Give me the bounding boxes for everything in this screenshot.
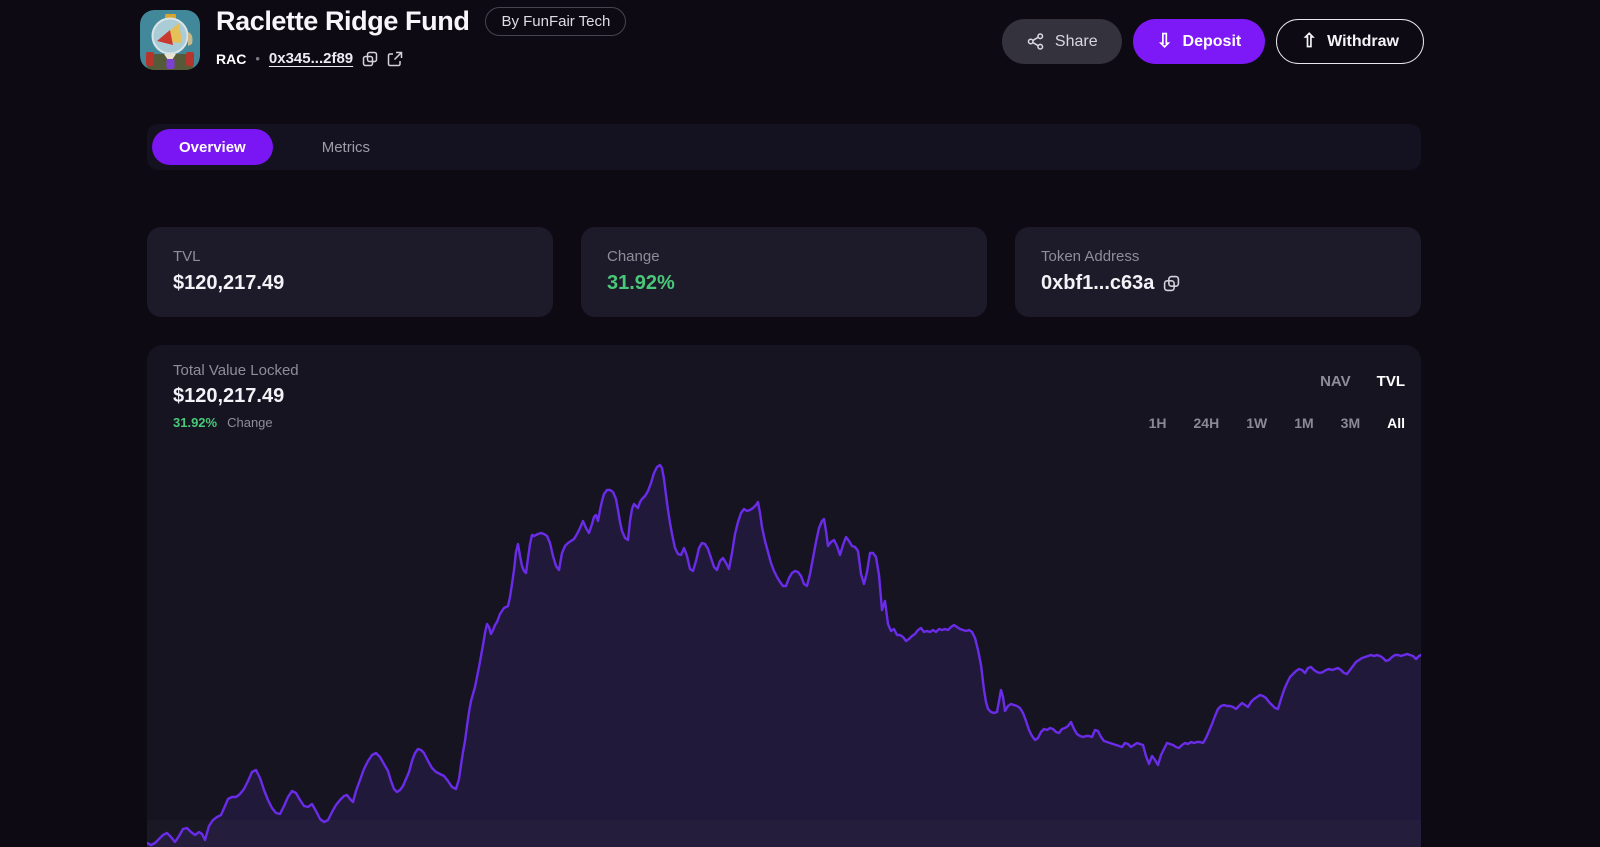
tab-metrics[interactable]: Metrics — [321, 138, 371, 156]
withdraw-button[interactable]: ⇧ Withdraw — [1276, 19, 1424, 64]
range-24h[interactable]: 24H — [1193, 415, 1220, 431]
chart-change-row: 31.92% Change — [173, 415, 299, 430]
range-1m[interactable]: 1M — [1294, 415, 1314, 431]
time-range-selector: 1H 24H 1W 1M 3M All — [1149, 415, 1405, 431]
tvl-card: TVL $120,217.49 — [147, 227, 553, 317]
chart-change-label: Change — [227, 415, 273, 430]
deposit-button[interactable]: ⇩ Deposit — [1132, 19, 1266, 64]
chart-line — [147, 463, 1421, 847]
header-actions: Share ⇩ Deposit ⇧ Withdraw — [1001, 19, 1424, 64]
change-card: Change 31.92% — [581, 227, 987, 317]
range-1w[interactable]: 1W — [1246, 415, 1268, 431]
metric-toggle: NAV TVL — [1320, 373, 1405, 390]
toggle-tvl[interactable]: TVL — [1376, 373, 1405, 390]
copy-token-address-icon[interactable] — [1163, 275, 1180, 292]
tvl-chart-card: Total Value Locked $120,217.49 31.92% Ch… — [147, 345, 1421, 847]
range-all[interactable]: All — [1387, 415, 1405, 431]
chart-change-percent: 31.92% — [173, 415, 218, 430]
range-1h[interactable]: 1H — [1148, 415, 1167, 431]
fund-avatar — [140, 10, 200, 70]
dot-separator: • — [255, 51, 260, 66]
tvl-card-label: TVL — [173, 248, 201, 265]
change-card-label: Change — [607, 248, 660, 265]
fund-subheader: RAC • 0x345...2f89 — [216, 50, 403, 67]
chart-title: Total Value Locked — [173, 362, 299, 379]
manager-badge: By FunFair Tech — [485, 7, 627, 36]
tvl-area-chart[interactable] — [147, 440, 1421, 847]
token-address-card-value: 0xbf1...c63a — [1041, 272, 1395, 295]
tab-overview[interactable]: Overview — [152, 129, 273, 165]
share-button[interactable]: Share — [1001, 19, 1122, 64]
chart-area-fill — [147, 465, 1421, 847]
withdraw-button-label: Withdraw — [1327, 32, 1399, 50]
share-button-label: Share — [1054, 32, 1098, 50]
stats-row: TVL $120,217.49 Change 31.92% Token Addr… — [147, 227, 1421, 317]
change-card-value: 31.92% — [607, 272, 675, 294]
share-icon — [1027, 33, 1044, 50]
range-3m[interactable]: 3M — [1340, 415, 1361, 431]
chart-current-value: $120,217.49 — [173, 385, 285, 407]
copy-address-icon[interactable] — [362, 51, 378, 67]
withdraw-arrow-icon: ⇧ — [1301, 31, 1318, 52]
token-address-card: Token Address 0xbf1...c63a — [1015, 227, 1421, 317]
page-title: Raclette Ridge Fund — [216, 6, 470, 36]
deposit-button-label: Deposit — [1182, 32, 1242, 50]
fund-avatar-image — [140, 10, 200, 70]
deposit-arrow-icon: ⇩ — [1156, 31, 1173, 52]
toggle-nav[interactable]: NAV — [1320, 373, 1351, 390]
token-symbol: RAC — [216, 50, 247, 67]
section-tabbar: Overview Metrics — [147, 124, 1421, 170]
token-address-text: 0xbf1...c63a — [1041, 272, 1155, 294]
token-address-card-label: Token Address — [1041, 248, 1140, 265]
contract-address-link[interactable]: 0x345...2f89 — [268, 50, 354, 67]
fund-title-row: Raclette Ridge Fund By FunFair Tech — [216, 6, 627, 37]
chart-header: Total Value Locked $120,217.49 31.92% Ch… — [173, 362, 299, 430]
tvl-card-value: $120,217.49 — [173, 272, 285, 294]
external-link-icon[interactable] — [387, 51, 403, 67]
